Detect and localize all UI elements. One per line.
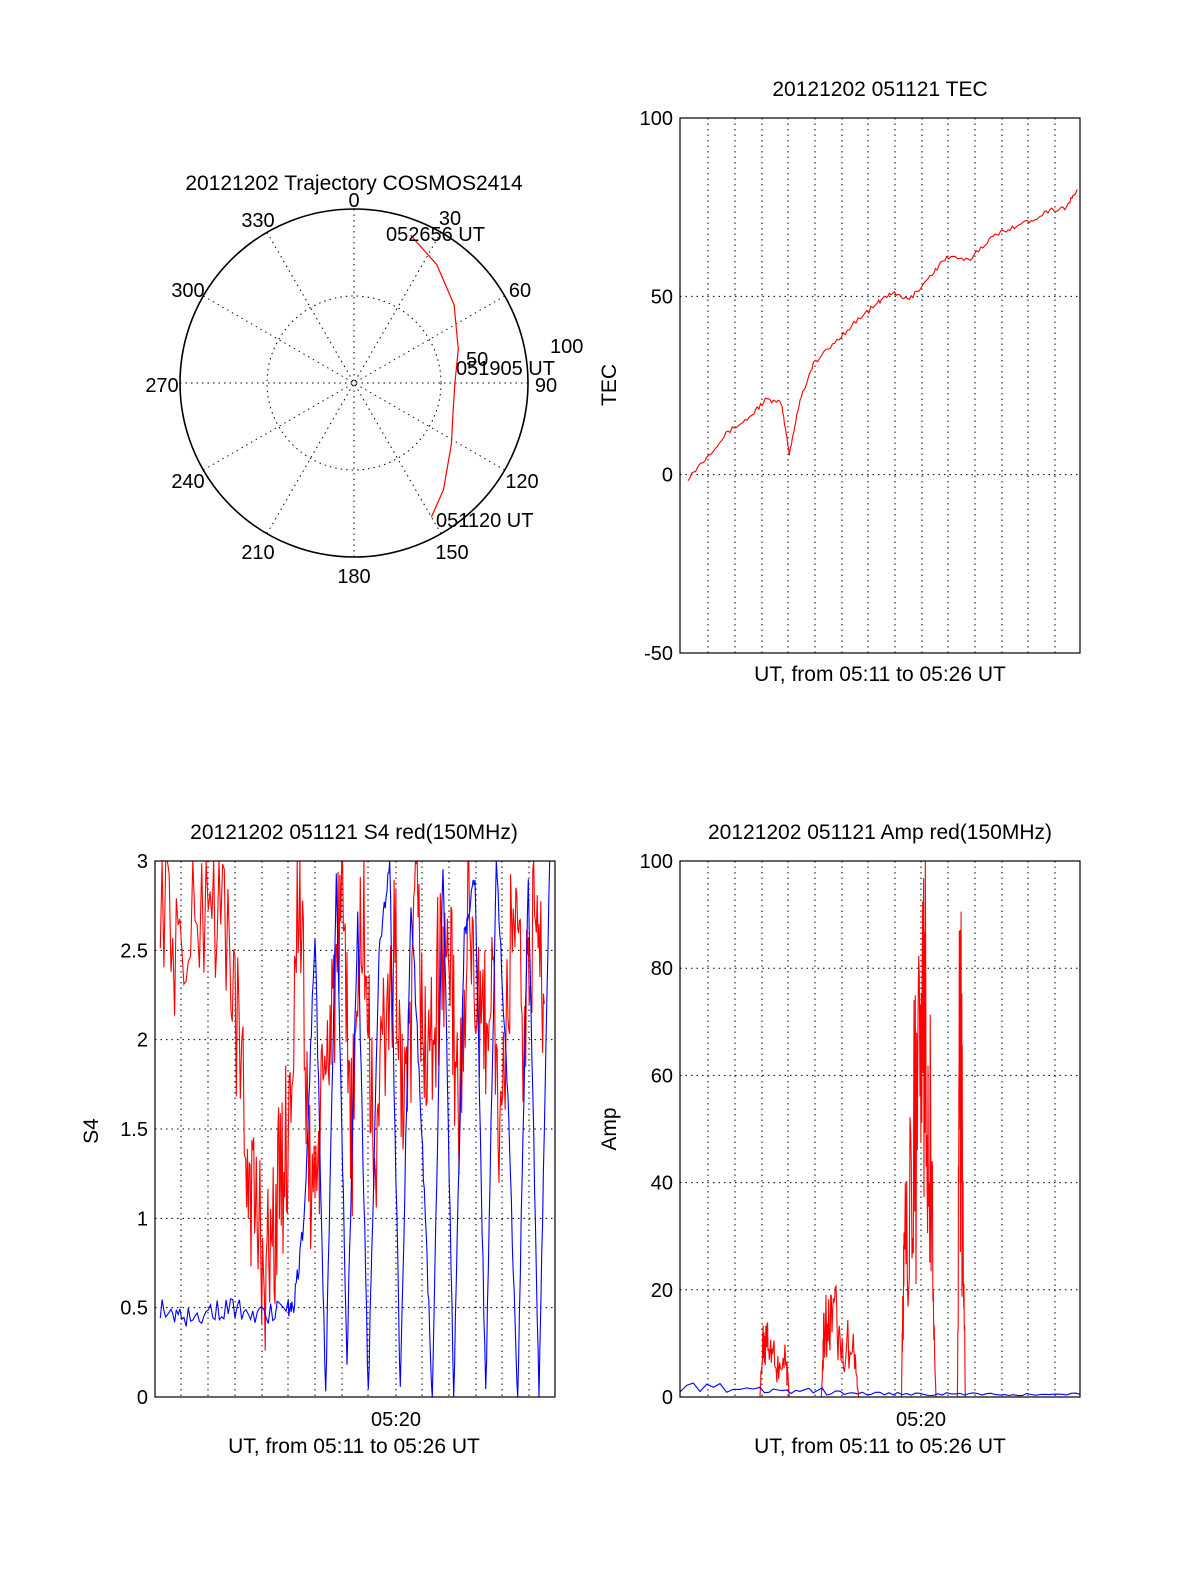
s4-x-tick-label: 05:20 — [371, 1409, 421, 1431]
polar-angle-label: 150 — [435, 542, 468, 564]
tec-series-line — [687, 189, 1078, 482]
polar-angle-label: 300 — [171, 280, 204, 302]
tec-y-tick-label: 50 — [651, 286, 673, 308]
s4-y-tick-label: 1 — [137, 1208, 148, 1230]
polar-spoke — [266, 232, 442, 534]
amp-series — [679, 860, 1081, 1398]
amp-x-tick-label: 05:20 — [896, 1409, 946, 1431]
s4-plot-frame — [154, 860, 556, 1398]
tec-y-tick-label: -50 — [644, 643, 673, 665]
polar-angle-label: 60 — [509, 280, 531, 302]
tec-panel: 20121202 051121 TEC 100 50 0 -50 TEC UT, fr… — [598, 78, 1081, 686]
polar-panel: 20121202 Trajectory COSMOS2414 0 30 60 90 12… — [145, 172, 583, 588]
polar-annotation-start: 051120 UT — [436, 510, 533, 532]
polar-title: 20121202 Trajectory COSMOS2414 — [185, 172, 523, 195]
polar-outer-circle — [179, 208, 529, 558]
polar-inner-circle — [266, 295, 442, 471]
polar-spokes — [180, 209, 528, 557]
amp-y-axis-label: Amp — [598, 1107, 621, 1150]
tec-x-axis-label: UT, from 05:11 to 05:26 UT — [754, 663, 1006, 686]
polar-radial-label-100: 100 — [550, 336, 583, 358]
polar-spoke — [203, 295, 505, 471]
s4-y-tick-label: 1.5 — [120, 1119, 148, 1141]
amp-y-tick-label: 20 — [651, 1280, 673, 1302]
s4-y-tick-label: 2 — [137, 1030, 148, 1052]
amp-plot-frame — [679, 860, 1081, 1398]
amp-x-axis-label: UT, from 05:11 to 05:26 UT — [754, 1435, 1006, 1458]
amp-panel: 20121202 051121 Amp red(150MHz) 100 80 60 4… — [598, 821, 1081, 1458]
tec-grid — [680, 118, 1080, 653]
s4-y-axis-label: S4 — [80, 1118, 103, 1144]
amp-y-tick-label: 40 — [651, 1173, 673, 1195]
tec-y-axis-label: TEC — [598, 364, 621, 406]
tec-series — [687, 189, 1078, 482]
amp-series-line — [679, 1382, 1081, 1397]
polar-trajectory-line — [410, 234, 459, 518]
s4-y-tick-label: 0.5 — [120, 1298, 148, 1320]
polar-spoke — [266, 232, 442, 534]
polar-angle-label: 330 — [241, 210, 274, 232]
polar-angle-label: 90 — [535, 375, 557, 397]
tec-y-tick-label: 0 — [662, 465, 673, 487]
amp-grid — [680, 861, 1080, 1397]
polar-angle-label: 30 — [439, 208, 461, 230]
polar-angle-labels: 0 30 60 90 120 150 180 210 240 270 300 330 — [145, 190, 557, 588]
polar-annotation-mid: 051905 UT — [456, 358, 555, 380]
s4-panel: 20121202 051121 S4 red(150MHz) 3 2.5 2 1.5 1… — [80, 821, 556, 1458]
polar-angle-label: 270 — [145, 375, 178, 397]
polar-annotation-end: 052656 UT — [386, 224, 485, 246]
polar-angle-label: 210 — [241, 542, 274, 564]
amp-y-tick-label: 0 — [662, 1387, 673, 1409]
s4-y-tick-label: 2.5 — [120, 940, 148, 962]
amp-y-tick-label: 60 — [651, 1065, 673, 1087]
s4-y-tick-label: 0 — [137, 1387, 148, 1409]
polar-angle-label: 0 — [348, 190, 359, 212]
tec-y-tick-labels: 100 50 0 -50 — [640, 108, 673, 665]
polar-radial-label-50: 50 — [466, 349, 488, 371]
s4-y-tick-label: 3 — [137, 851, 148, 873]
amp-y-tick-label: 80 — [651, 958, 673, 980]
s4-title: 20121202 051121 S4 red(150MHz) — [190, 821, 518, 844]
amp-series-line — [680, 860, 966, 1398]
polar-spoke — [203, 295, 505, 471]
amp-y-tick-label: 100 — [640, 851, 673, 873]
tec-plot-frame — [679, 117, 1081, 654]
polar-angle-label: 120 — [505, 471, 538, 493]
polar-angle-label: 240 — [171, 471, 204, 493]
s4-x-axis-label: UT, from 05:11 to 05:26 UT — [228, 1435, 480, 1458]
s4-series-line — [159, 860, 545, 1351]
s4-y-tick-labels: 3 2.5 2 1.5 1 0.5 0 — [120, 851, 148, 1409]
amp-title: 20121202 051121 Amp red(150MHz) — [708, 821, 1052, 844]
tec-y-tick-label: 100 — [640, 108, 673, 130]
tec-title: 20121202 051121 TEC — [772, 78, 987, 101]
s4-series-line — [159, 860, 551, 1398]
s4-series — [159, 860, 551, 1398]
polar-angle-label: 180 — [337, 566, 370, 588]
amp-y-tick-labels: 100 80 60 40 20 0 — [640, 851, 673, 1409]
